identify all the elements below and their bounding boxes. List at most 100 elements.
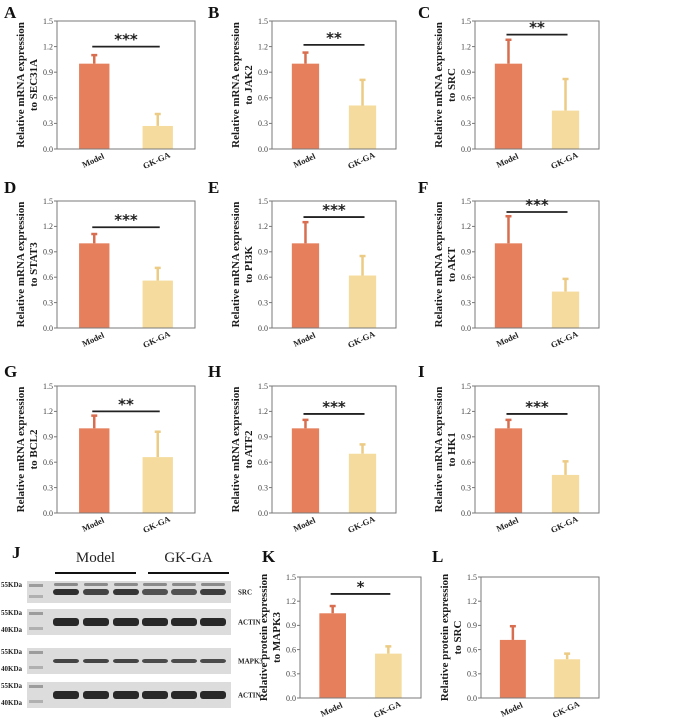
y-tick-label: 0.6 xyxy=(461,94,471,103)
x-tick-label: Model xyxy=(495,151,521,170)
bar-model xyxy=(79,63,110,149)
blot-band xyxy=(53,618,79,626)
y-tick-label: 0.0 xyxy=(258,509,268,518)
blot-band xyxy=(113,589,139,595)
blot-band xyxy=(200,589,226,595)
y-tick-label: 0.0 xyxy=(461,145,471,154)
y-tick-label: 1.5 xyxy=(258,382,268,391)
ladder-band xyxy=(29,627,43,630)
significance-stars: *** xyxy=(322,398,346,416)
significance-stars: *** xyxy=(114,31,138,49)
y-axis-label: Relative protein expression xyxy=(258,574,270,701)
panel-letter: H xyxy=(208,362,221,381)
y-axis-label-target: to ATF2 xyxy=(243,430,255,468)
y-tick-label: 0.0 xyxy=(461,509,471,518)
y-axis-label: Relative mRNA expression xyxy=(433,202,445,328)
x-tick-label: Model xyxy=(292,330,318,349)
western-blot-panel: J Model GK-GA 55KDa SRC 55KDa 40KDa ACTIN 55KDa 4… xyxy=(1,543,263,708)
x-tick-label: GK-GA xyxy=(551,698,582,720)
bar-gk-ga xyxy=(551,474,580,513)
y-tick-label: 1.2 xyxy=(461,222,471,231)
blot-band xyxy=(200,691,226,699)
bar-gk-ga xyxy=(551,291,580,328)
chart-panel-l: L 0.0 0.3 0.6 0.9 1.2 1.5 Relative protein expr… xyxy=(432,547,600,720)
bar-gk-ga xyxy=(348,105,377,149)
protein-label: ACTIN xyxy=(238,692,261,700)
significance-stars: ** xyxy=(118,395,134,413)
x-tick-label: GK-GA xyxy=(549,328,580,350)
bar-model xyxy=(494,428,523,513)
bar-gk-ga xyxy=(142,125,173,149)
blot-band xyxy=(113,659,139,663)
plot-frame xyxy=(271,200,397,329)
bar-gk-ga xyxy=(348,453,377,513)
bar-model xyxy=(494,63,523,149)
y-tick-label: 1.2 xyxy=(43,222,53,231)
panel-letter: F xyxy=(418,178,428,197)
panel-letter: E xyxy=(208,178,219,197)
chart-panel-b: B 0.0 0.3 0.6 0.9 1.2 1.5 Relative mRNA express… xyxy=(208,3,397,171)
x-tick-label: Model xyxy=(292,151,318,170)
blot-group-label: Model xyxy=(76,550,115,566)
y-tick-label: 1.2 xyxy=(258,407,268,416)
panel-letter: D xyxy=(4,178,16,197)
plot-frame xyxy=(299,576,422,699)
bar-model xyxy=(79,428,110,513)
y-tick-label: 0.3 xyxy=(43,298,53,307)
protein-label: ACTIN xyxy=(238,619,261,627)
blot-band xyxy=(83,691,109,699)
y-tick-label: 0.3 xyxy=(43,119,53,128)
x-tick-label: GK-GA xyxy=(549,513,580,535)
y-tick-label: 0.6 xyxy=(258,94,268,103)
y-tick-label: 1.2 xyxy=(258,42,268,51)
x-tick-label: GK-GA xyxy=(141,149,172,171)
y-axis-label-target: to AKT xyxy=(446,246,458,282)
y-axis-label-target: to SRC xyxy=(446,68,458,102)
blot-band xyxy=(142,659,168,663)
blot-band xyxy=(83,659,109,663)
y-tick-label: 0.9 xyxy=(461,68,471,77)
blot-band xyxy=(53,659,79,663)
bar-model xyxy=(291,428,320,513)
kda-marker-label: 40KDa xyxy=(1,699,23,707)
significance-stars: *** xyxy=(322,201,346,219)
y-axis-label-target: to BCL2 xyxy=(28,429,40,470)
significance-stars: ** xyxy=(326,29,342,47)
bar-model xyxy=(79,243,110,328)
y-axis-label: Relative mRNA expression xyxy=(230,202,242,328)
blot-band-upper xyxy=(172,583,196,586)
panel-letter: C xyxy=(418,3,430,22)
protein-label: MAPK3 xyxy=(238,658,263,666)
y-tick-label: 0.6 xyxy=(43,273,53,282)
significance-stars: *** xyxy=(114,211,138,229)
y-axis-label-target: to JAK2 xyxy=(243,65,255,105)
kda-marker-label: 40KDa xyxy=(1,626,23,634)
y-axis-label: Relative protein expression xyxy=(439,574,451,701)
blot-band xyxy=(83,589,109,595)
x-tick-label: GK-GA xyxy=(346,513,377,535)
y-tick-label: 0.3 xyxy=(461,119,471,128)
kda-marker-label: 40KDa xyxy=(1,665,23,673)
blot-group-label: GK-GA xyxy=(164,550,212,566)
y-tick-label: 0.6 xyxy=(286,645,296,654)
y-tick-label: 1.5 xyxy=(461,197,471,206)
plot-frame xyxy=(56,385,196,514)
plot-frame xyxy=(271,385,397,514)
y-tick-label: 0.6 xyxy=(461,273,471,282)
panel-letter: G xyxy=(4,362,17,381)
y-tick-label: 0.3 xyxy=(461,298,471,307)
y-tick-label: 1.5 xyxy=(258,17,268,26)
plot-frame xyxy=(474,20,600,150)
y-tick-label: 0.6 xyxy=(461,458,471,467)
bar-gk-ga xyxy=(142,280,173,328)
ladder-band xyxy=(29,612,43,615)
y-tick-label: 0.9 xyxy=(43,248,53,257)
y-tick-label: 0.3 xyxy=(467,670,477,679)
x-tick-label: GK-GA xyxy=(372,698,403,720)
y-tick-label: 0.6 xyxy=(258,273,268,282)
y-tick-label: 1.5 xyxy=(467,573,477,582)
y-tick-label: 1.2 xyxy=(43,42,53,51)
x-tick-label: Model xyxy=(499,700,525,719)
y-tick-label: 1.5 xyxy=(461,382,471,391)
significance-stars: *** xyxy=(525,196,549,214)
